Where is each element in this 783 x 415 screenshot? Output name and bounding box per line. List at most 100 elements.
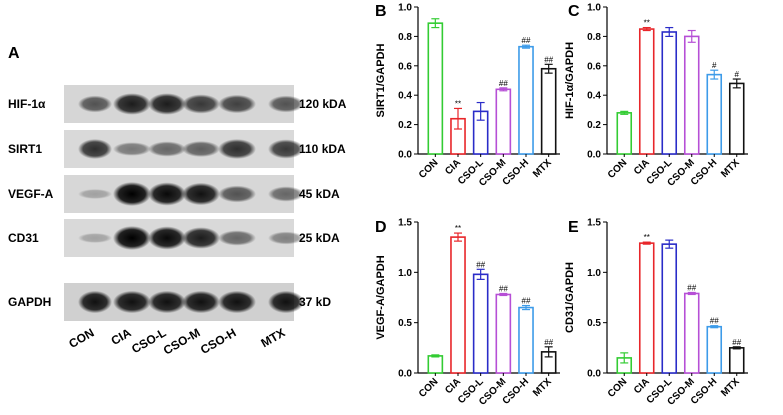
bar-cso-m <box>683 292 700 374</box>
blot-band <box>148 141 186 157</box>
chart-panel-d: D0.00.51.01.5VEGF-A/GAPDHCON**CIA##CSO-L… <box>375 218 560 408</box>
y-axis-title: HIF-1α/GAPDH <box>564 42 576 119</box>
y-axis-title: SIRT1/GAPDH <box>375 43 387 117</box>
blot-band <box>78 95 112 113</box>
y-tick-label: 1.5 <box>398 218 412 229</box>
blot-band <box>113 93 151 115</box>
blot-band <box>182 227 220 249</box>
bar-mtx <box>728 82 745 155</box>
significance-mark: ** <box>644 19 650 28</box>
blot-band <box>148 182 186 206</box>
x-tick-label: MTX <box>531 157 554 180</box>
blot-row-hif-1: HIF-1α 120 kDA <box>8 85 347 123</box>
x-tick-label: MTX <box>719 376 742 399</box>
y-tick-label: 0.4 <box>398 91 412 102</box>
significance-mark: ## <box>522 297 531 306</box>
y-axis-title: CD31/GAPDH <box>564 262 576 333</box>
bar-cso-m <box>495 293 512 374</box>
blot-band <box>268 231 304 245</box>
blot-band <box>78 233 112 243</box>
significance-mark: # <box>712 61 717 70</box>
lane-label: CSO-H <box>198 325 238 356</box>
y-tick-label: 0.8 <box>587 32 601 43</box>
blot-band <box>182 290 220 314</box>
bar-cso-h <box>518 306 534 374</box>
blot-protein-label: SIRT1 <box>8 142 42 156</box>
blot-band <box>113 290 151 314</box>
y-tick-label: 0.6 <box>587 61 601 72</box>
y-tick-label: 1.0 <box>398 268 412 279</box>
blot-band <box>182 141 220 157</box>
bar-mtx <box>728 347 745 374</box>
bar-con <box>427 22 444 155</box>
blot-band <box>268 139 304 159</box>
y-tick-label: 1.0 <box>587 3 601 14</box>
western-blot-panel: A HIF-1α 120 kDA SIRT1 110 kDA VEGF-A 45 kDA C… <box>8 45 347 358</box>
significance-mark: ## <box>732 338 741 347</box>
significance-mark: ## <box>687 283 696 292</box>
bar-cia <box>450 236 466 374</box>
x-tick-label: CON <box>606 376 630 400</box>
y-tick-label: 0.8 <box>398 32 412 43</box>
chart-panel-e: E0.00.51.01.5CD31/GAPDHCON**CIACSO-L##CS… <box>564 218 748 408</box>
blot-band <box>113 182 151 206</box>
significance-mark: ## <box>499 79 508 88</box>
blot-band <box>218 94 256 114</box>
panel-letter-c: C <box>568 3 580 20</box>
blot-band <box>148 226 186 250</box>
y-tick-label: 1.0 <box>398 3 412 14</box>
blot-band <box>113 226 151 250</box>
lane-label: MTX <box>259 325 288 350</box>
panel-letter-b: B <box>375 3 387 20</box>
bar-con <box>616 112 633 155</box>
blot-band <box>218 139 256 159</box>
blot-band <box>218 185 256 203</box>
lane-label: CSO-M <box>161 325 203 357</box>
bar-cso-m <box>683 35 700 155</box>
blot-row-sirt1: SIRT1 110 kDA <box>8 130 346 168</box>
y-tick-label: 0.0 <box>398 369 412 380</box>
bar-cso-h <box>706 325 723 374</box>
blot-row-cd31: CD31 25 kDA <box>8 219 340 257</box>
blot-band <box>268 290 304 314</box>
blot-band <box>78 139 112 159</box>
bar-cso-l <box>472 273 489 374</box>
blot-row-gapdh: GAPDH 37 kD <box>8 283 331 321</box>
significance-mark: ** <box>455 224 461 233</box>
blot-size-label: 45 kDA <box>299 187 340 201</box>
blot-band <box>218 290 256 314</box>
x-tick-label: CON <box>606 157 630 181</box>
x-tick-label: CON <box>417 157 441 181</box>
blot-band <box>78 290 112 314</box>
significance-mark: ## <box>544 55 553 64</box>
significance-mark: ## <box>522 36 531 45</box>
panel-letter-d: D <box>375 219 387 236</box>
significance-mark: ## <box>499 284 508 293</box>
blot-size-label: 25 kDA <box>299 231 340 245</box>
significance-mark: ## <box>710 317 719 326</box>
x-tick-label: CON <box>417 376 441 400</box>
bar-cso-h <box>706 73 723 155</box>
y-tick-label: 0.5 <box>398 318 412 329</box>
bar-cia <box>638 28 655 155</box>
bar-cso-l <box>661 243 678 374</box>
y-tick-label: 0.6 <box>398 61 412 72</box>
y-tick-label: 0.0 <box>587 150 601 161</box>
x-tick-label: MTX <box>531 376 554 399</box>
blot-protein-label: HIF-1α <box>8 97 46 111</box>
significance-mark: # <box>735 70 740 79</box>
blot-size-label: 110 kDA <box>299 142 346 156</box>
y-tick-label: 0.4 <box>587 91 601 102</box>
significance-mark: ## <box>544 338 553 347</box>
lane-label: CON <box>66 325 96 350</box>
significance-mark: ** <box>455 99 461 108</box>
blot-protein-label: VEGF-A <box>8 187 54 201</box>
blot-band <box>268 95 304 113</box>
blot-protein-label: CD31 <box>8 231 39 245</box>
bar-cso-l <box>661 31 678 155</box>
blot-band <box>148 290 186 314</box>
blot-size-label: 120 kDA <box>299 97 347 111</box>
bar-mtx <box>540 67 557 155</box>
chart-panel-b: B0.00.20.40.60.81.0SIRT1/GAPDHCON**CIACS… <box>375 3 560 189</box>
